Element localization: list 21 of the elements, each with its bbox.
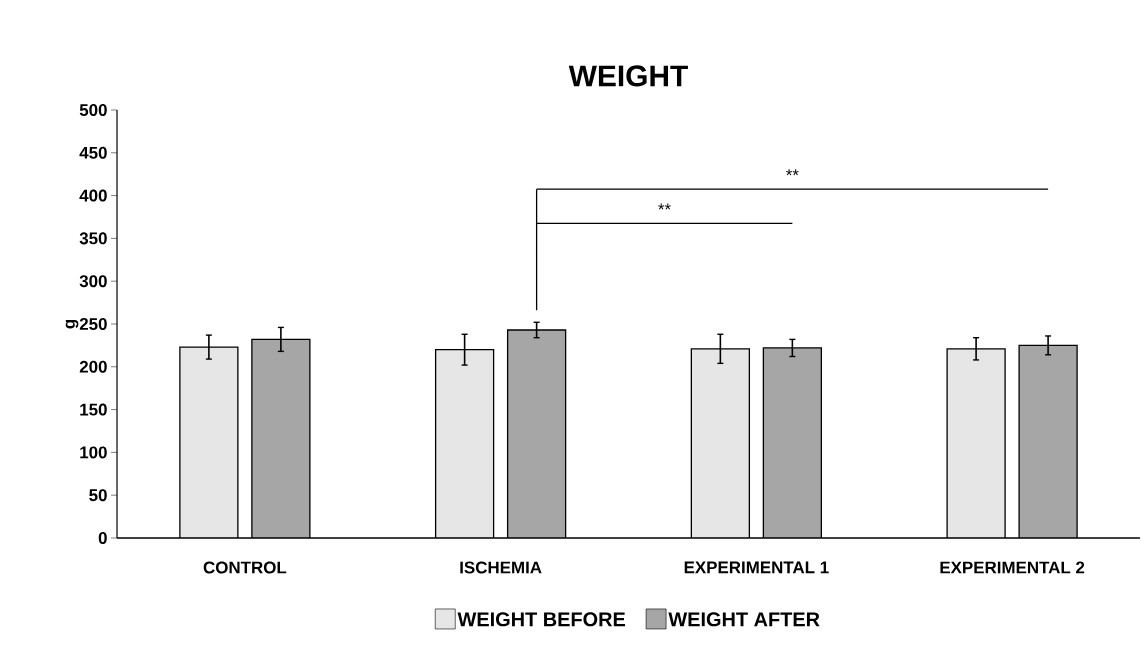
y-tick-label: 150 (80, 403, 107, 416)
y-tick-label: 200 (79, 360, 107, 373)
y-tick-label: 350 (79, 232, 107, 245)
y-tick-label: 400 (79, 189, 107, 202)
x-tick-label: CONTROL (203, 561, 287, 574)
legend-label: WEIGHT AFTER (668, 612, 820, 627)
annotation: ** (786, 169, 799, 176)
y-tick-label: 50 (89, 489, 107, 502)
x-tick-label: EXPERIMENTAL 1 (684, 561, 829, 574)
x-tick-label: EXPERIMENTAL 2 (940, 561, 1085, 574)
y-tick-label: 450 (79, 146, 107, 159)
y-tick-label: 100 (80, 446, 107, 459)
chart-title: WEIGHT (568, 65, 688, 87)
y-tick-label: 0 (98, 531, 107, 544)
legend-label: WEIGHT BEFORE (457, 612, 626, 627)
y-tick-label: 300 (79, 275, 107, 288)
y-axis-title: g (65, 319, 79, 329)
y-tick-label: 250 (79, 317, 107, 330)
x-tick-label: ISCHEMIA (460, 561, 542, 574)
y-tick-label: 500 (79, 103, 107, 116)
annotation: ** (658, 203, 671, 210)
